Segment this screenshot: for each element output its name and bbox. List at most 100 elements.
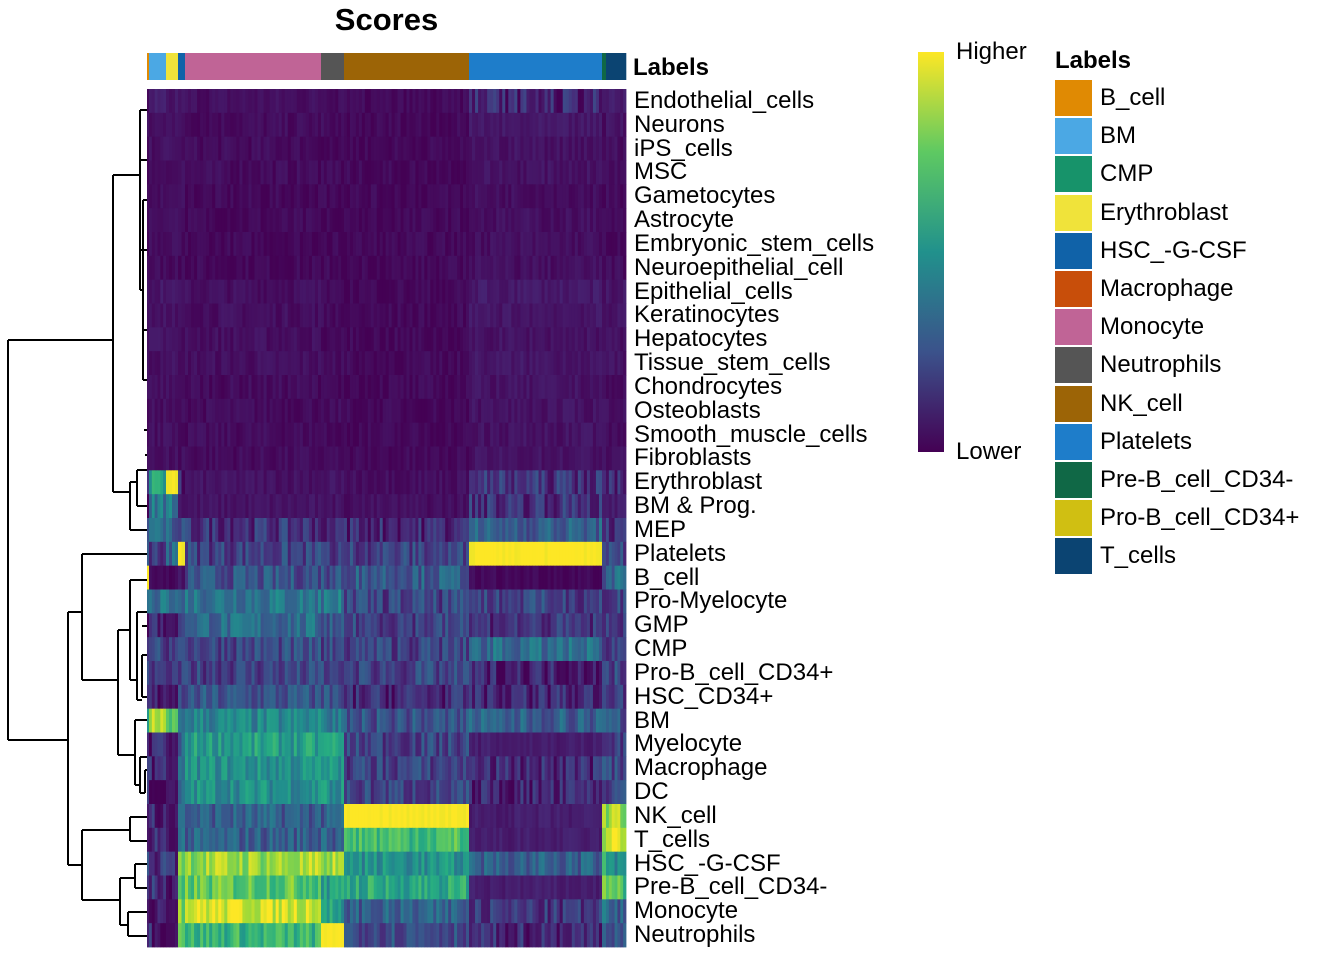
heatmap-cell bbox=[535, 375, 539, 400]
heatmap-cell bbox=[355, 732, 360, 757]
heatmap-cell bbox=[523, 303, 527, 328]
heatmap-cell bbox=[520, 136, 524, 161]
heatmap-cell bbox=[595, 494, 600, 519]
heatmap-cell bbox=[541, 89, 545, 114]
heatmap-cell bbox=[242, 112, 246, 138]
heatmap-cell bbox=[439, 494, 443, 519]
heatmap-cell bbox=[221, 136, 225, 161]
heatmap-cell bbox=[349, 684, 354, 710]
heatmap-cell bbox=[448, 494, 452, 519]
heatmap-cell bbox=[284, 232, 289, 257]
heatmap-cell bbox=[571, 637, 576, 662]
heatmap-cell bbox=[406, 446, 410, 471]
heatmap-cell bbox=[321, 494, 325, 519]
heatmap-cell bbox=[388, 518, 393, 543]
heatmap-cell bbox=[181, 422, 186, 447]
heatmap-cell bbox=[469, 613, 473, 638]
heatmap-cell bbox=[463, 827, 467, 853]
heatmap-cell bbox=[568, 89, 573, 114]
heatmap-cell bbox=[269, 899, 274, 924]
heatmap-cell bbox=[218, 851, 222, 876]
heatmap-cell bbox=[194, 398, 198, 424]
heatmap-cell bbox=[260, 303, 264, 328]
heatmap-cell bbox=[535, 470, 539, 495]
heatmap-cell bbox=[391, 708, 395, 733]
heatmap-cell bbox=[463, 780, 467, 805]
heatmap-cell bbox=[394, 923, 398, 948]
heatmap-cell bbox=[178, 398, 182, 424]
heatmap-cell bbox=[574, 470, 579, 495]
heatmap-cell bbox=[293, 756, 298, 781]
heatmap-cell bbox=[478, 327, 482, 352]
heatmap-cell bbox=[421, 184, 425, 209]
heatmap-cell bbox=[493, 494, 497, 519]
heatmap-cell bbox=[227, 518, 231, 543]
heatmap-cell bbox=[445, 804, 449, 829]
heatmap-cell bbox=[394, 804, 398, 829]
heatmap-cell bbox=[451, 518, 455, 543]
heatmap-cell bbox=[284, 661, 289, 686]
heatmap-cell bbox=[472, 613, 476, 638]
heatmap-cell bbox=[538, 422, 542, 447]
heatmap-cell bbox=[338, 398, 342, 424]
heatmap-cell bbox=[293, 661, 298, 686]
heatmap-cell bbox=[442, 89, 446, 114]
heatmap-cell bbox=[409, 279, 413, 304]
heatmap-cell bbox=[323, 780, 328, 805]
heatmap-cell bbox=[508, 232, 512, 257]
heatmap-cell bbox=[221, 875, 225, 900]
heatmap-cell bbox=[391, 89, 395, 114]
heatmap-cell bbox=[341, 136, 345, 161]
heatmap-cell bbox=[321, 89, 325, 114]
heatmap-cell bbox=[574, 184, 579, 209]
heatmap-cell bbox=[344, 589, 348, 614]
heatmap-cell bbox=[251, 804, 255, 829]
heatmap-cell bbox=[550, 637, 555, 662]
heatmap-cell bbox=[421, 89, 425, 114]
heatmap-cell bbox=[496, 184, 500, 209]
heatmap-cell bbox=[254, 279, 258, 304]
heatmap-cell bbox=[421, 470, 425, 495]
heatmap-cell bbox=[163, 351, 167, 376]
heatmap-cell bbox=[457, 899, 461, 924]
heatmap-cell bbox=[448, 780, 452, 805]
heatmap-cell bbox=[188, 827, 192, 853]
heatmap-cell bbox=[215, 422, 219, 447]
heatmap-cell bbox=[490, 232, 494, 257]
heatmap-cell bbox=[421, 279, 425, 304]
heatmap-cell bbox=[391, 136, 395, 161]
heatmap-cell bbox=[197, 565, 201, 590]
heatmap-cell bbox=[586, 136, 591, 161]
heatmap-cell bbox=[169, 661, 173, 686]
heatmap-cell bbox=[326, 637, 331, 662]
heatmap-cell bbox=[206, 565, 210, 590]
heatmap-cell bbox=[257, 136, 261, 161]
heatmap-cell bbox=[302, 303, 307, 328]
heatmap-cell bbox=[391, 804, 395, 829]
heatmap-cell bbox=[263, 160, 267, 185]
heatmap-cell bbox=[166, 327, 170, 352]
heatmap-cell bbox=[251, 232, 255, 257]
heatmap-cell bbox=[218, 637, 222, 662]
heatmap-cell bbox=[314, 398, 319, 424]
heatmap-cell bbox=[212, 541, 216, 567]
heatmap-cell bbox=[230, 684, 234, 710]
heatmap-cell bbox=[382, 112, 387, 138]
heatmap-cell bbox=[400, 375, 404, 400]
heatmap-cell bbox=[574, 327, 579, 352]
heatmap-cell bbox=[436, 708, 440, 733]
heatmap-cell bbox=[454, 422, 458, 447]
heatmap-cell bbox=[254, 136, 258, 161]
heatmap-cell bbox=[367, 899, 372, 924]
heatmap-cell bbox=[562, 279, 567, 304]
heatmap-cell bbox=[427, 565, 431, 590]
heatmap-cell bbox=[278, 446, 283, 471]
heatmap-cell bbox=[523, 279, 527, 304]
heatmap-cell bbox=[550, 112, 555, 138]
heatmap-cell bbox=[439, 923, 443, 948]
heatmap-cell bbox=[520, 661, 524, 686]
heatmap-cell bbox=[403, 136, 407, 161]
heatmap-cell bbox=[245, 684, 249, 710]
heatmap-cell bbox=[424, 661, 428, 686]
heatmap-cell bbox=[382, 303, 387, 328]
